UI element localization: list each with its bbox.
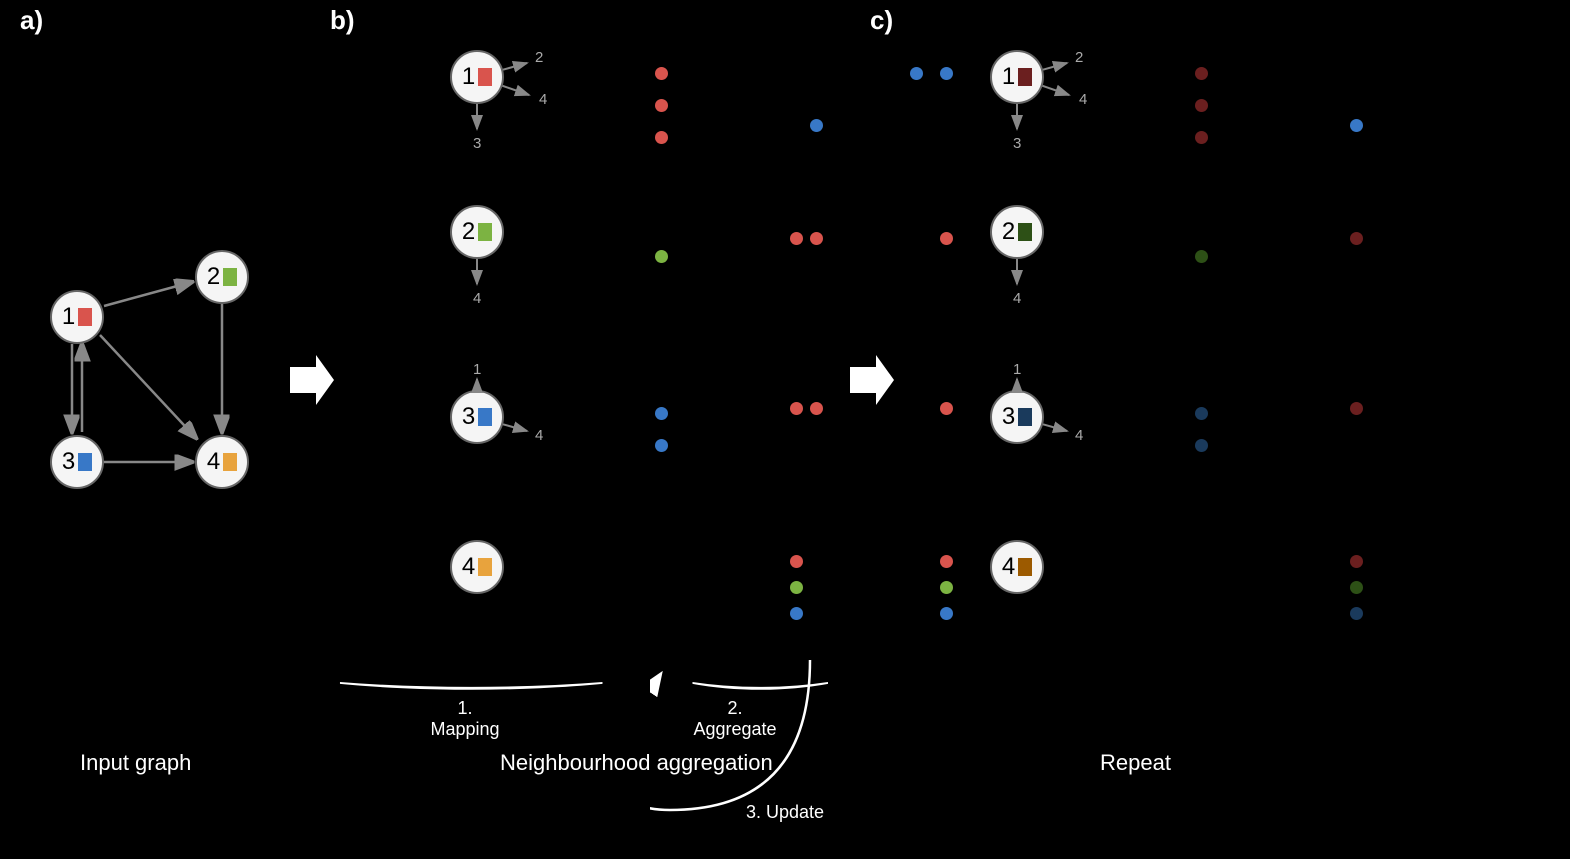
- feature-dot: [810, 232, 823, 245]
- feature-dot: [790, 232, 803, 245]
- out-arrows: [450, 50, 570, 170]
- target-label: 2: [535, 49, 543, 66]
- feature-dot: [655, 67, 668, 80]
- target-label: 3: [473, 135, 481, 152]
- graph-node-1: 1: [50, 290, 104, 344]
- panel-a-title: Input graph: [80, 750, 191, 776]
- feature-dot: [655, 439, 668, 452]
- target-label: 4: [1079, 91, 1087, 108]
- out-arrows: [990, 390, 1110, 510]
- target-label: 4: [473, 290, 481, 307]
- feature-dot: [1195, 67, 1208, 80]
- feature-dot: [790, 555, 803, 568]
- out-arrows: [990, 205, 1110, 325]
- panel-c-tag: c): [870, 5, 893, 36]
- target-label: 2: [1075, 49, 1083, 66]
- step-1-label: 1.Mapping: [400, 698, 530, 740]
- feature-dot: [810, 402, 823, 415]
- feature-dot: [655, 131, 668, 144]
- out-arrows: [450, 205, 570, 325]
- feature-dot: [1350, 232, 1363, 245]
- graph-node-4: 4: [990, 540, 1044, 594]
- feature-dot: [910, 67, 923, 80]
- feature-dot: [1350, 555, 1363, 568]
- big-arrow-2: [850, 355, 894, 405]
- feature-dot: [1350, 581, 1363, 594]
- feature-dot: [1350, 607, 1363, 620]
- feature-dot: [940, 581, 953, 594]
- target-label: 4: [535, 427, 543, 444]
- target-label: 1: [1013, 361, 1021, 378]
- feature-dot: [940, 402, 953, 415]
- feature-dot: [1195, 131, 1208, 144]
- feature-dot: [1195, 250, 1208, 263]
- target-label: 4: [1075, 427, 1083, 444]
- big-arrow-1: [290, 355, 334, 405]
- target-label: 4: [539, 91, 547, 108]
- feature-dot: [1195, 99, 1208, 112]
- panel-c-title: Repeat: [1100, 750, 1171, 776]
- target-label: 3: [1013, 135, 1021, 152]
- target-label: 1: [473, 361, 481, 378]
- feature-dot: [940, 232, 953, 245]
- graph-node-4: 4: [195, 435, 249, 489]
- graph-node-2: 2: [195, 250, 249, 304]
- feature-dot: [790, 607, 803, 620]
- out-arrows: [450, 390, 570, 510]
- target-label: 4: [1013, 290, 1021, 307]
- feature-dot: [655, 99, 668, 112]
- graph-node-3: 3: [50, 435, 104, 489]
- feature-dot: [1195, 407, 1208, 420]
- feature-dot: [655, 407, 668, 420]
- feature-dot: [655, 250, 668, 263]
- feature-dot: [1350, 402, 1363, 415]
- feature-dot: [790, 581, 803, 594]
- feature-dot: [810, 119, 823, 132]
- feature-dot: [1350, 119, 1363, 132]
- feature-dot: [940, 607, 953, 620]
- out-arrows: [990, 50, 1110, 170]
- brace-mapping: ⏝: [337, 649, 605, 685]
- feature-dot: [940, 555, 953, 568]
- update-curve-arrow: [650, 640, 950, 820]
- feature-dot: [790, 402, 803, 415]
- graph-node-4: 4: [450, 540, 504, 594]
- feature-dot: [940, 67, 953, 80]
- feature-dot: [1195, 439, 1208, 452]
